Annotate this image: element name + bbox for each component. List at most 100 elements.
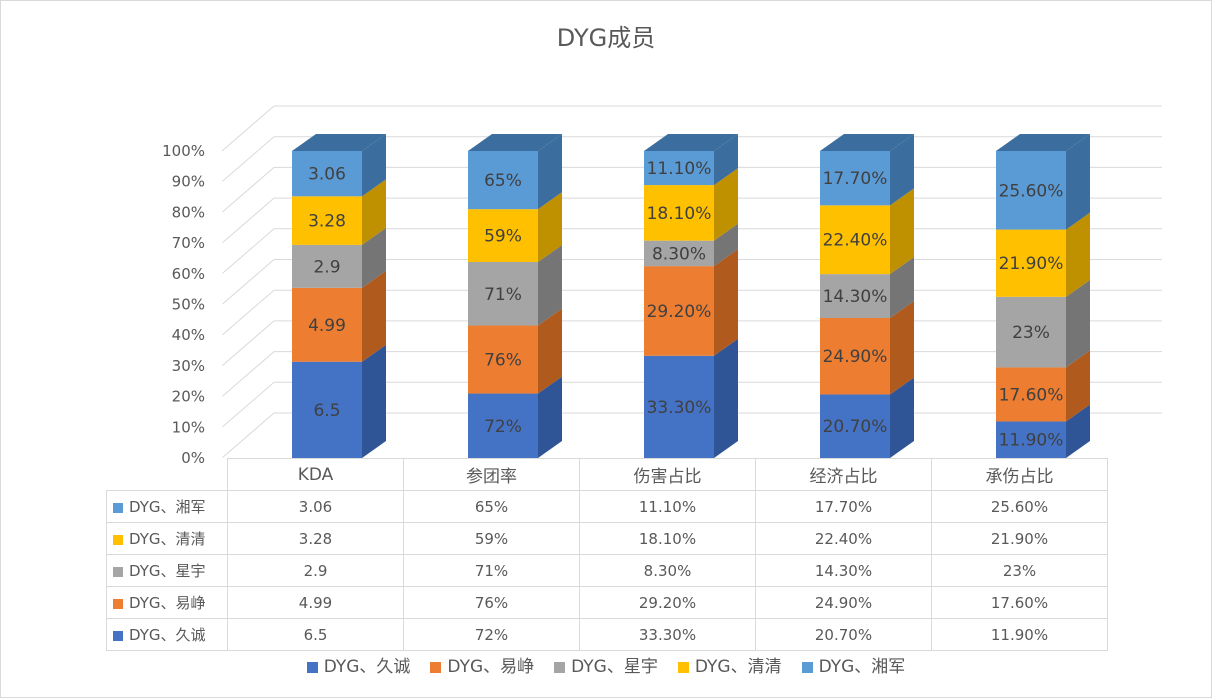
- bar-segment: [820, 151, 890, 206]
- category-label: 承伤占比: [931, 458, 1108, 491]
- data-label: 14.30%: [823, 287, 888, 307]
- bar-top-face: [820, 134, 914, 151]
- gridline-depth: [221, 136, 275, 183]
- bar-segment-side: [1066, 279, 1090, 368]
- category-label: 伤害占比: [579, 458, 756, 491]
- bar-segment-side: [890, 188, 914, 275]
- data-label: 8.30%: [652, 244, 706, 264]
- table-cell: 22.40%: [755, 522, 932, 555]
- legend-swatch-icon: [677, 661, 689, 673]
- bar-segment-side: [1066, 404, 1090, 458]
- bar-segment: [292, 151, 362, 197]
- table-cell: 24.90%: [755, 586, 932, 619]
- bar-segment-side: [714, 168, 738, 241]
- data-label: 24.90%: [823, 347, 888, 367]
- bar-segment-side: [890, 134, 914, 206]
- y-tick-label: 50%: [172, 296, 205, 314]
- bar-segment-side: [1066, 350, 1090, 422]
- legend-label: DYG、久诚: [323, 657, 411, 677]
- legend-item: DYG、清清: [677, 652, 782, 677]
- data-label: 20.70%: [823, 417, 888, 437]
- y-tick-label: 20%: [172, 388, 205, 406]
- bar-segment: [644, 151, 714, 186]
- legend-swatch-icon: [554, 661, 566, 673]
- legend-label: DYG、易峥: [447, 657, 535, 677]
- data-label: 33.30%: [647, 398, 712, 418]
- bar-top-face: [468, 134, 562, 151]
- legend-key-icon: [113, 534, 123, 545]
- category-label: 经济占比: [755, 458, 932, 491]
- bar-top-face: [644, 134, 738, 151]
- data-label: 76%: [484, 351, 522, 371]
- table-cell: 8.30%: [579, 554, 756, 587]
- data-label: 2.9: [313, 257, 340, 277]
- y-tick-label: 10%: [172, 418, 205, 436]
- table-cell: 2.9: [227, 554, 404, 587]
- bar-segment: [996, 151, 1066, 230]
- table-cell: 20.70%: [755, 618, 932, 651]
- bar-segment: [996, 229, 1066, 297]
- bar-segment-side: [538, 192, 562, 262]
- bar-segment-side: [538, 244, 562, 326]
- table-row: DYG、湘军 3.06 65% 11.10% 17.70% 25.60%: [106, 490, 1108, 523]
- data-label: 17.70%: [823, 169, 888, 189]
- bar-segment: [644, 185, 714, 241]
- bar-segment-side: [890, 257, 914, 319]
- data-label: 25.60%: [999, 181, 1064, 201]
- gridline-depth: [221, 289, 275, 336]
- gridline-depth: [221, 320, 275, 367]
- gridline-depth: [221, 167, 275, 213]
- series-name: DYG、易峥: [106, 586, 228, 619]
- gridline-depth: [221, 259, 275, 305]
- gridline-depth: [221, 105, 275, 152]
- series-name: DYG、久诚: [106, 618, 228, 651]
- data-label: 21.90%: [999, 254, 1064, 274]
- bar-segment: [468, 209, 538, 262]
- y-tick-label: 100%: [162, 142, 205, 160]
- table-cell: 25.60%: [931, 490, 1108, 523]
- bar-segment: [292, 196, 362, 245]
- data-label: 22.40%: [823, 231, 888, 251]
- bar-top-face: [996, 134, 1090, 151]
- series-name: DYG、湘军: [106, 490, 228, 523]
- legend-label: DYG、清清: [694, 657, 782, 677]
- bar-segment-side: [538, 376, 562, 458]
- legend-label: DYG、湘军: [818, 657, 906, 677]
- data-label: 65%: [484, 171, 522, 191]
- y-tick-label: 80%: [172, 203, 205, 221]
- data-label: 3.06: [308, 165, 346, 185]
- bar-segment-side: [714, 134, 738, 186]
- bar-segment: [292, 361, 362, 458]
- data-label: 18.10%: [647, 204, 712, 224]
- data-label: 71%: [484, 285, 522, 305]
- legend-swatch-icon: [306, 661, 318, 673]
- data-label: 59%: [484, 227, 522, 247]
- table-cell: 33.30%: [579, 618, 756, 651]
- bar-segment: [996, 296, 1066, 368]
- data-table: KDA 参团率 伤害占比 经济占比 承伤占比 DYG、湘军 3.06 65% 11.10% 17.…: [106, 458, 1108, 651]
- bar-segment: [996, 367, 1066, 422]
- legend-key-icon: [113, 566, 123, 577]
- table-cell: 71%: [403, 554, 580, 587]
- table-cell: 23%: [931, 554, 1108, 587]
- gridline-depth: [221, 351, 275, 397]
- data-label: 11.90%: [999, 431, 1064, 451]
- table-cell: 65%: [403, 490, 580, 523]
- legend-item: DYG、星宇: [554, 652, 658, 677]
- category-label: 参团率: [403, 458, 580, 491]
- y-tick-label: 70%: [172, 234, 205, 252]
- bar-segment: [292, 287, 362, 362]
- table-cell: 17.60%: [931, 586, 1108, 619]
- table-cell: 18.10%: [579, 522, 756, 555]
- table-cell: 59%: [403, 522, 580, 555]
- legend-item: DYG、久诚: [306, 652, 411, 677]
- table-cell: 29.20%: [579, 586, 756, 619]
- bar-segment-side: [362, 270, 386, 362]
- table-row: DYG、易峥 4.99 76% 29.20% 24.90% 17.60%: [106, 586, 1108, 619]
- bar-segment: [820, 274, 890, 319]
- legend-key-icon: [113, 598, 123, 609]
- table-cell: 4.99: [227, 586, 404, 619]
- bar-segment: [996, 421, 1066, 458]
- table-cell: 72%: [403, 618, 580, 651]
